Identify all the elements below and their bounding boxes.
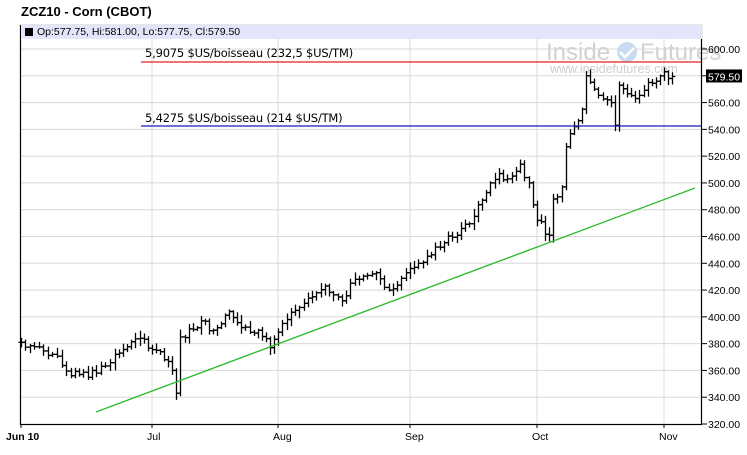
svg-text:Oct: Oct [532,431,548,443]
svg-text:Nov: Nov [659,431,678,443]
ohlc-info-bar: Op:577.75, Hi:581.00, Lo:577.75, Cl:579.… [21,25,702,39]
svg-text:Jul: Jul [147,431,160,443]
svg-text:600.00: 600.00 [708,44,740,56]
svg-text:Aug: Aug [273,431,292,443]
svg-text:440.00: 440.00 [708,258,740,270]
trend-line [95,187,696,413]
svg-text:360.00: 360.00 [708,365,740,377]
svg-text:320.00: 320.00 [708,419,740,431]
svg-text:579.50: 579.50 [708,71,740,83]
series-square-icon [25,28,33,36]
watermark-url: www.insidefutures.com [549,62,678,76]
svg-text:Sep: Sep [405,431,424,443]
svg-text:400.00: 400.00 [708,312,740,324]
resistance-label: 5,9075 $US/boisseau (232,5 $US/TM) [145,46,353,60]
chart-title: ZCZ10 - Corn (CBOT) [21,4,152,19]
svg-text:500.00: 500.00 [708,178,740,190]
svg-text:Jun 10: Jun 10 [6,431,39,443]
svg-text:560.00: 560.00 [708,98,740,110]
svg-text:480.00: 480.00 [708,205,740,217]
svg-text:340.00: 340.00 [708,392,740,404]
watermark-logo-icon [617,42,637,62]
svg-text:380.00: 380.00 [708,339,740,351]
gridlines [21,25,702,424]
support-label: 5,4275 $US/boisseau (214 $US/TM) [145,111,343,125]
ohlc-values: Op:577.75, Hi:581.00, Lo:577.75, Cl:579.… [37,26,241,38]
svg-text:520.00: 520.00 [708,151,740,163]
watermark: Inside Futures www.insidefutures.com [546,39,721,76]
svg-text:460.00: 460.00 [708,232,740,244]
axes: 320.00 340.00 360.00 380.00 400.00 420.00 440.… [6,44,742,443]
svg-text:420.00: 420.00 [708,285,740,297]
ohlc-bars [18,67,676,400]
plot-frame [19,24,703,426]
svg-text:540.00: 540.00 [708,124,740,136]
